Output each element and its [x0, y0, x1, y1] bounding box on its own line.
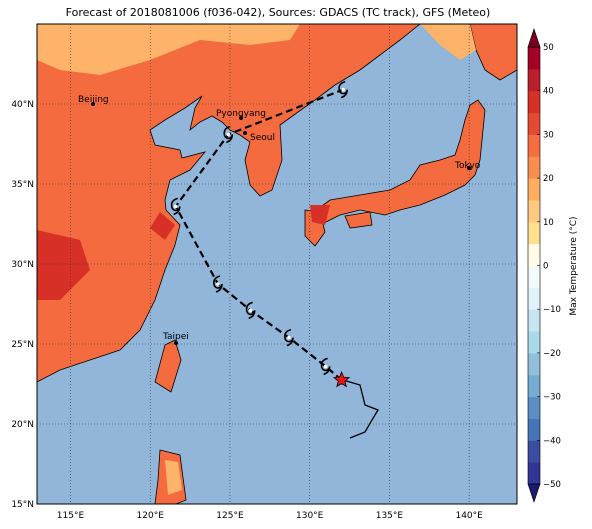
storm-eye	[173, 204, 178, 209]
storm-eye	[248, 308, 253, 313]
x-tick-label: 130°E	[296, 511, 324, 521]
colorbar-extend-bottom	[527, 483, 541, 503]
x-tick-label: 115°E	[57, 511, 85, 521]
city-dot	[174, 341, 178, 345]
colorbar-tick-label: 30	[543, 130, 554, 140]
colorbar-segment	[528, 68, 540, 92]
colorbar-segment	[528, 199, 540, 223]
storm-symbol	[213, 275, 223, 293]
x-tick-label: 125°E	[216, 511, 244, 521]
colorbar-tick-label: −50	[543, 480, 561, 490]
y-tick-label: 15°N	[11, 500, 34, 510]
colorbar-segment	[528, 440, 540, 463]
colorbar-tick-label: −40	[543, 436, 561, 446]
colorbar-segment	[528, 374, 540, 398]
chart-title: Forecast of 2018081006 (f036-042), Sourc…	[66, 6, 491, 19]
city-label: Beijing	[78, 95, 109, 105]
colorbar-tick-label: 10	[543, 218, 554, 228]
city-dot	[239, 116, 243, 120]
storm-eye	[226, 132, 231, 137]
colorbar-tick-label: 50	[543, 43, 554, 53]
colorbar-segment	[528, 47, 540, 70]
cities: Beijing Pyongyang Seoul Tokyo Taipei	[78, 95, 481, 345]
colorbar-tick-label: 0	[543, 262, 548, 272]
forecast-track	[170, 80, 351, 388]
city-dot	[243, 131, 247, 135]
x-tick-label: 140°E	[455, 511, 483, 521]
city-label: Seoul	[250, 133, 275, 143]
observed-track	[342, 379, 379, 439]
colorbar-segment	[528, 396, 540, 419]
colorbar-segment	[528, 352, 540, 376]
colorbar-tick-label: −20	[543, 349, 561, 359]
city-dot	[467, 166, 471, 170]
storm-symbol	[338, 80, 348, 99]
y-tick-label: 30°N	[11, 260, 34, 270]
colorbar-segment	[528, 331, 540, 354]
city-label: Tokyo	[454, 161, 481, 171]
x-tick-label: 120°E	[137, 511, 165, 521]
colorbar-tick-label: −10	[543, 305, 561, 315]
colorbar-tick-label: 20	[543, 174, 554, 184]
city-dot	[91, 102, 95, 106]
colorbar-segment	[528, 90, 540, 114]
colorbar-label: Max Temperature (°C)	[569, 216, 579, 315]
y-tick-label: 20°N	[11, 420, 34, 430]
storm-symbol	[320, 357, 331, 376]
colorbar-segment	[528, 112, 540, 135]
colorbar-tick-label: 40	[543, 87, 554, 97]
storm-symbol	[223, 125, 234, 144]
colorbar-segment	[528, 134, 540, 157]
storm-eye	[341, 87, 345, 92]
colorbar-segment	[528, 309, 540, 332]
storm-symbol	[170, 197, 181, 216]
y-tick-label: 40°N	[11, 100, 34, 110]
current-position	[332, 370, 351, 388]
storm-eye	[323, 364, 328, 369]
city-label: Taipei	[162, 332, 189, 342]
colorbar-tick-label: −30	[543, 393, 561, 403]
colorbar-segment	[528, 178, 540, 201]
storm-eye	[216, 282, 220, 286]
colorbar-segment	[528, 156, 540, 179]
storm-symbol	[284, 328, 294, 347]
colorbar-segment	[528, 287, 540, 310]
colorbar: −50 −40 −30 −20 −10 0 10 20 30 40 50	[527, 28, 561, 503]
city-label: Pyongyang	[216, 109, 266, 119]
colorbar-segment	[528, 221, 540, 245]
colorbar-segment	[528, 462, 540, 485]
track-line	[174, 88, 344, 381]
temperature-patches	[37, 24, 476, 495]
y-tick-label: 25°N	[11, 340, 34, 350]
map-frame	[36, 23, 518, 505]
y-tick-label: 35°N	[11, 180, 34, 190]
storm-symbol	[245, 301, 256, 320]
storm-eye	[287, 335, 291, 340]
colorbar-segment	[528, 265, 540, 288]
colorbar-segment	[528, 243, 540, 266]
x-tick-label: 135°E	[376, 511, 404, 521]
colorbar-segment	[528, 418, 540, 441]
colorbar-extend-top	[527, 28, 541, 48]
